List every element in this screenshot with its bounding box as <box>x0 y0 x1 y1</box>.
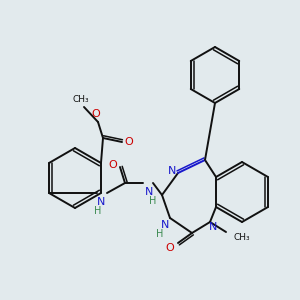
Text: CH₃: CH₃ <box>73 95 89 104</box>
Text: CH₃: CH₃ <box>234 232 250 242</box>
Text: N: N <box>97 197 105 207</box>
Text: H: H <box>149 196 157 206</box>
Text: N: N <box>161 220 169 230</box>
Text: H: H <box>94 206 102 216</box>
Text: O: O <box>92 109 100 119</box>
Text: O: O <box>109 160 117 170</box>
Text: N: N <box>209 222 217 232</box>
Text: H: H <box>156 229 164 239</box>
Text: N: N <box>145 187 153 197</box>
Text: O: O <box>124 137 134 147</box>
Text: N: N <box>168 166 176 176</box>
Text: O: O <box>166 243 174 253</box>
